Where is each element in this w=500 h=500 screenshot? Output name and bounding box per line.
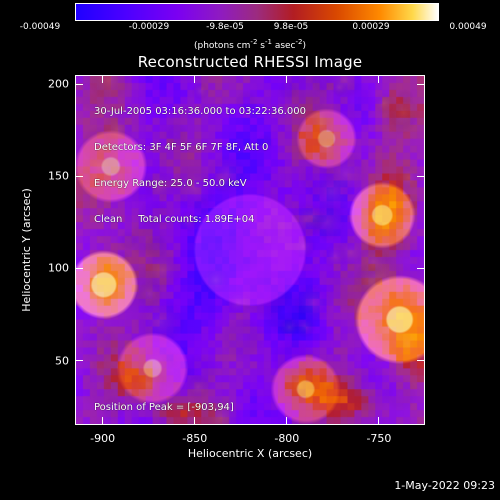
tick-mark-x [102,417,103,425]
tick-mark-x [378,75,379,83]
tick-mark-y [417,268,425,269]
heatmap-texture [76,76,424,424]
colorbar-unit: (photons cm-2 s-1 asec-2) [0,38,500,51]
tick-mark-y [417,84,425,85]
colorbar-tick: -9.8e-05 [206,22,244,32]
colorbar-unit-prefix: (photons cm [194,41,250,51]
timestamp: 1-May-2022 09:23 [394,479,495,492]
tick-mark-y [417,360,425,361]
tick-label-y: 150 [35,170,69,183]
colorbar-ticks: -0.00049 -0.00029 -9.8e-05 9.8e-05 0.000… [0,22,500,38]
tick-mark-x [194,75,195,83]
tick-mark-x [194,417,195,425]
tick-mark-y [75,360,83,361]
tick-label-x: -800 [274,432,299,445]
colorbar-tick: 0.00049 [449,22,486,32]
tick-mark-y [75,176,83,177]
plot-area: 30-Jul-2005 03:16:36.000 to 03:22:36.000… [75,75,425,425]
tick-mark-y [417,176,425,177]
tick-mark-x [286,417,287,425]
tick-mark-y [75,268,83,269]
colorbar-unit-exp2: -1 [265,38,272,46]
tick-mark-x [286,75,287,83]
tick-label-x: -850 [182,432,207,445]
tick-label-y: 50 [35,354,69,367]
x-axis-label: Heliocentric X (arcsec) [75,447,425,460]
tick-mark-x [378,417,379,425]
colorbar-tick: -0.00049 [20,22,60,32]
tick-label-y: 200 [35,78,69,91]
colorbar-unit-suffix-b: ) [303,41,307,51]
tick-mark-y [75,84,83,85]
colorbar-tick: 0.00029 [352,22,389,32]
colorbar [75,3,439,21]
colorbar-unit-exp3: -2 [296,38,303,46]
colorbar-tick: 9.8e-05 [274,22,309,32]
colorbar-tick: -0.00029 [129,22,169,32]
tick-mark-x [102,75,103,83]
chart-title: Reconstructed RHESSI Image [0,53,500,71]
y-axis-label: Heliocentric Y (arcsec) [20,75,40,425]
tick-label-x: -750 [366,432,391,445]
tick-label-x: -900 [90,432,115,445]
colorbar-unit-middle: s [257,41,265,51]
tick-label-y: 100 [35,262,69,275]
colorbar-unit-suffix-a: asec [272,41,296,51]
